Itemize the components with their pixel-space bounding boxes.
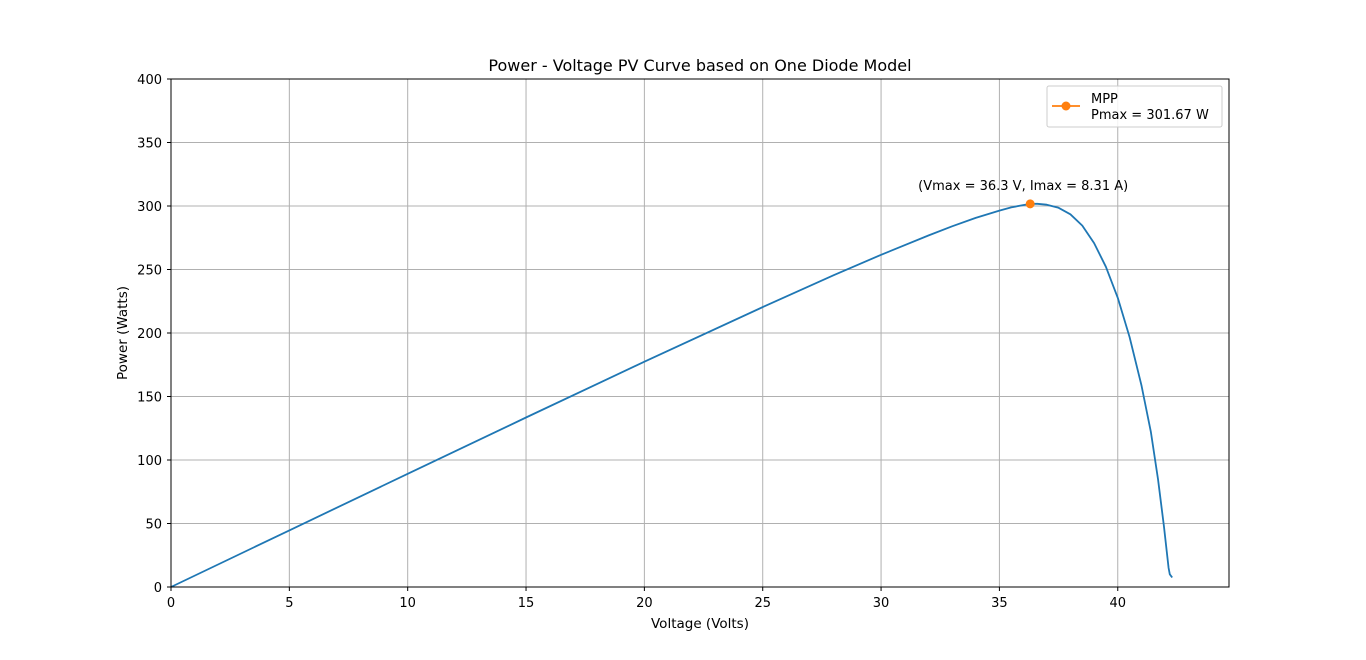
y-tick-label: 150 (137, 391, 162, 406)
x-tick-label: 15 (518, 596, 535, 611)
pv-power-curve-line (170, 202, 1173, 588)
y-tick-label: 300 (137, 200, 162, 215)
series-layer (170, 199, 1173, 588)
chart-title: Power - Voltage PV Curve based on One Di… (488, 56, 911, 75)
annotations: (Vmax = 36.3 V, Imax = 8.31 A) (918, 179, 1128, 194)
x-tick-label: 40 (1109, 596, 1126, 611)
x-tick-label: 30 (873, 596, 890, 611)
mpp-annotation-label: (Vmax = 36.3 V, Imax = 8.31 A) (918, 179, 1128, 194)
x-tick-label: 25 (754, 596, 771, 611)
legend-mpp-marker-swatch (1061, 101, 1071, 111)
y-tick-label: 200 (137, 327, 162, 342)
legend-box (1046, 85, 1223, 128)
y-tick-label: 100 (137, 454, 162, 469)
x-tick-label: 10 (399, 596, 416, 611)
x-tick-label: 35 (991, 596, 1008, 611)
y-tick-label: 350 (137, 137, 162, 152)
y-tick-label: 400 (137, 73, 162, 88)
mpp-point-marker (1025, 199, 1035, 209)
x-tick-label: 0 (167, 596, 175, 611)
y-tick-label: 250 (137, 264, 162, 279)
legend-label-line: Pmax = 301.67 W (1091, 108, 1209, 123)
legend-label-line: MPP (1091, 92, 1118, 107)
y-tick-label: 0 (154, 581, 162, 596)
x-tick-label: 5 (285, 596, 293, 611)
x-tick-label: 20 (636, 596, 653, 611)
y-tick-label: 50 (145, 518, 162, 533)
x-axis-title: Voltage (Volts) (651, 616, 749, 632)
y-axis-title: Power (Watts) (115, 286, 131, 380)
